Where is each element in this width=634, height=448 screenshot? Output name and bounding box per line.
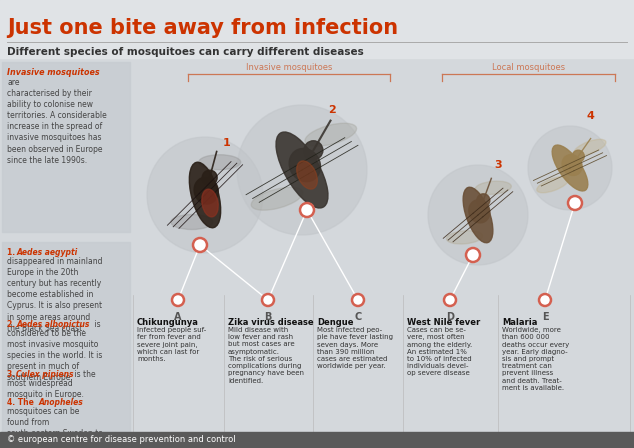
Text: Mild disease with
low fever and rash
but most cases are
asymptomatic.
The risk o: Mild disease with low fever and rash but… [228, 327, 304, 384]
Circle shape [539, 294, 551, 306]
Text: Culex pipiens: Culex pipiens [16, 370, 74, 379]
Text: Infected people suf-
fer from fever and
severe joint pain,
which can last for
mo: Infected people suf- fer from fever and … [137, 327, 206, 362]
Ellipse shape [276, 132, 328, 208]
Ellipse shape [304, 141, 323, 160]
Ellipse shape [237, 105, 367, 235]
Ellipse shape [469, 200, 490, 223]
Text: A: A [174, 312, 182, 322]
Ellipse shape [194, 177, 218, 204]
Ellipse shape [573, 150, 585, 162]
Ellipse shape [446, 231, 482, 244]
Text: considered to be the
most invasive mosquito
species in the world. It is
present : considered to be the most invasive mosqu… [7, 329, 102, 383]
Text: D: D [446, 312, 454, 322]
Bar [2, 62, 130, 232]
Text: 4. The: 4. The [7, 398, 37, 407]
Ellipse shape [528, 126, 612, 210]
Text: Dengue: Dengue [317, 318, 354, 327]
Text: Anopheles: Anopheles [39, 398, 84, 407]
Ellipse shape [297, 161, 318, 189]
Ellipse shape [251, 187, 303, 210]
Ellipse shape [190, 162, 221, 228]
Text: West Nile fever: West Nile fever [407, 318, 480, 327]
Bar [2, 242, 130, 438]
Text: Invasive mosquitoes: Invasive mosquitoes [246, 63, 332, 72]
Text: Cases can be se-
vere, most often
among the elderly.
An estimated 1%
to 10% of i: Cases can be se- vere, most often among … [407, 327, 472, 376]
Circle shape [172, 294, 184, 306]
Circle shape [466, 248, 480, 262]
Ellipse shape [289, 148, 321, 182]
Ellipse shape [147, 137, 263, 253]
Bar [0, 432, 634, 448]
Text: 1.: 1. [7, 248, 18, 257]
Ellipse shape [202, 170, 217, 185]
Text: E: E [541, 312, 548, 322]
Text: is: is [92, 320, 101, 329]
Text: Chikungunya: Chikungunya [137, 318, 199, 327]
Text: Different species of mosquitoes can carry different diseases: Different species of mosquitoes can carr… [7, 47, 364, 57]
Text: C: C [354, 312, 361, 322]
Text: Zika virus disease: Zika virus disease [228, 318, 314, 327]
Ellipse shape [574, 139, 606, 155]
Circle shape [262, 294, 274, 306]
Ellipse shape [171, 215, 213, 229]
Text: Most infected peo-
ple have fever lasting
seven days. More
than 390 million
case: Most infected peo- ple have fever lastin… [317, 327, 393, 369]
Ellipse shape [305, 123, 356, 146]
Text: disappeared in mainland
Europe in the 20th
century but has recently
become estab: disappeared in mainland Europe in the 20… [7, 257, 103, 332]
Text: B: B [264, 312, 272, 322]
Text: 4: 4 [586, 111, 594, 121]
Ellipse shape [562, 155, 582, 176]
Text: 2.: 2. [7, 320, 18, 329]
Text: 3.: 3. [7, 370, 18, 379]
Circle shape [352, 294, 364, 306]
Text: 3: 3 [494, 160, 502, 170]
Circle shape [300, 203, 314, 217]
Text: 2: 2 [328, 105, 336, 115]
Ellipse shape [552, 145, 588, 191]
Ellipse shape [475, 181, 512, 194]
Text: Just one bite away from infection: Just one bite away from infection [7, 18, 398, 38]
Circle shape [193, 238, 207, 252]
Ellipse shape [477, 194, 490, 207]
Text: © european centre for disease prevention and control: © european centre for disease prevention… [7, 435, 236, 444]
Circle shape [444, 294, 456, 306]
Text: Aedes albopictus: Aedes albopictus [16, 320, 89, 329]
Circle shape [568, 196, 582, 210]
Text: most widespread
mosquito in Europe.: most widespread mosquito in Europe. [7, 379, 84, 399]
Text: is the: is the [72, 370, 96, 379]
Ellipse shape [428, 165, 528, 265]
Ellipse shape [537, 177, 569, 193]
Ellipse shape [463, 187, 493, 243]
Text: 1: 1 [223, 138, 231, 148]
Text: Malaria: Malaria [502, 318, 538, 327]
Text: Aedes aegypti: Aedes aegypti [16, 248, 77, 257]
Bar [0, 0, 634, 58]
Ellipse shape [202, 189, 218, 217]
Text: Worldwide, more
than 600 000
deaths occur every
year. Early diagno-
sis and prom: Worldwide, more than 600 000 deaths occu… [502, 327, 569, 391]
Text: Local mosquitoes: Local mosquitoes [492, 63, 565, 72]
Text: are
characterised by their
ability to colonise new
territories. A considerable
i: are characterised by their ability to co… [7, 78, 107, 165]
Text: mosquitoes can be
found from
south-eastern Sweden to
Portugal.: mosquitoes can be found from south-easte… [7, 407, 103, 448]
Text: Invasive mosquitoes: Invasive mosquitoes [7, 68, 100, 77]
Ellipse shape [198, 155, 241, 170]
